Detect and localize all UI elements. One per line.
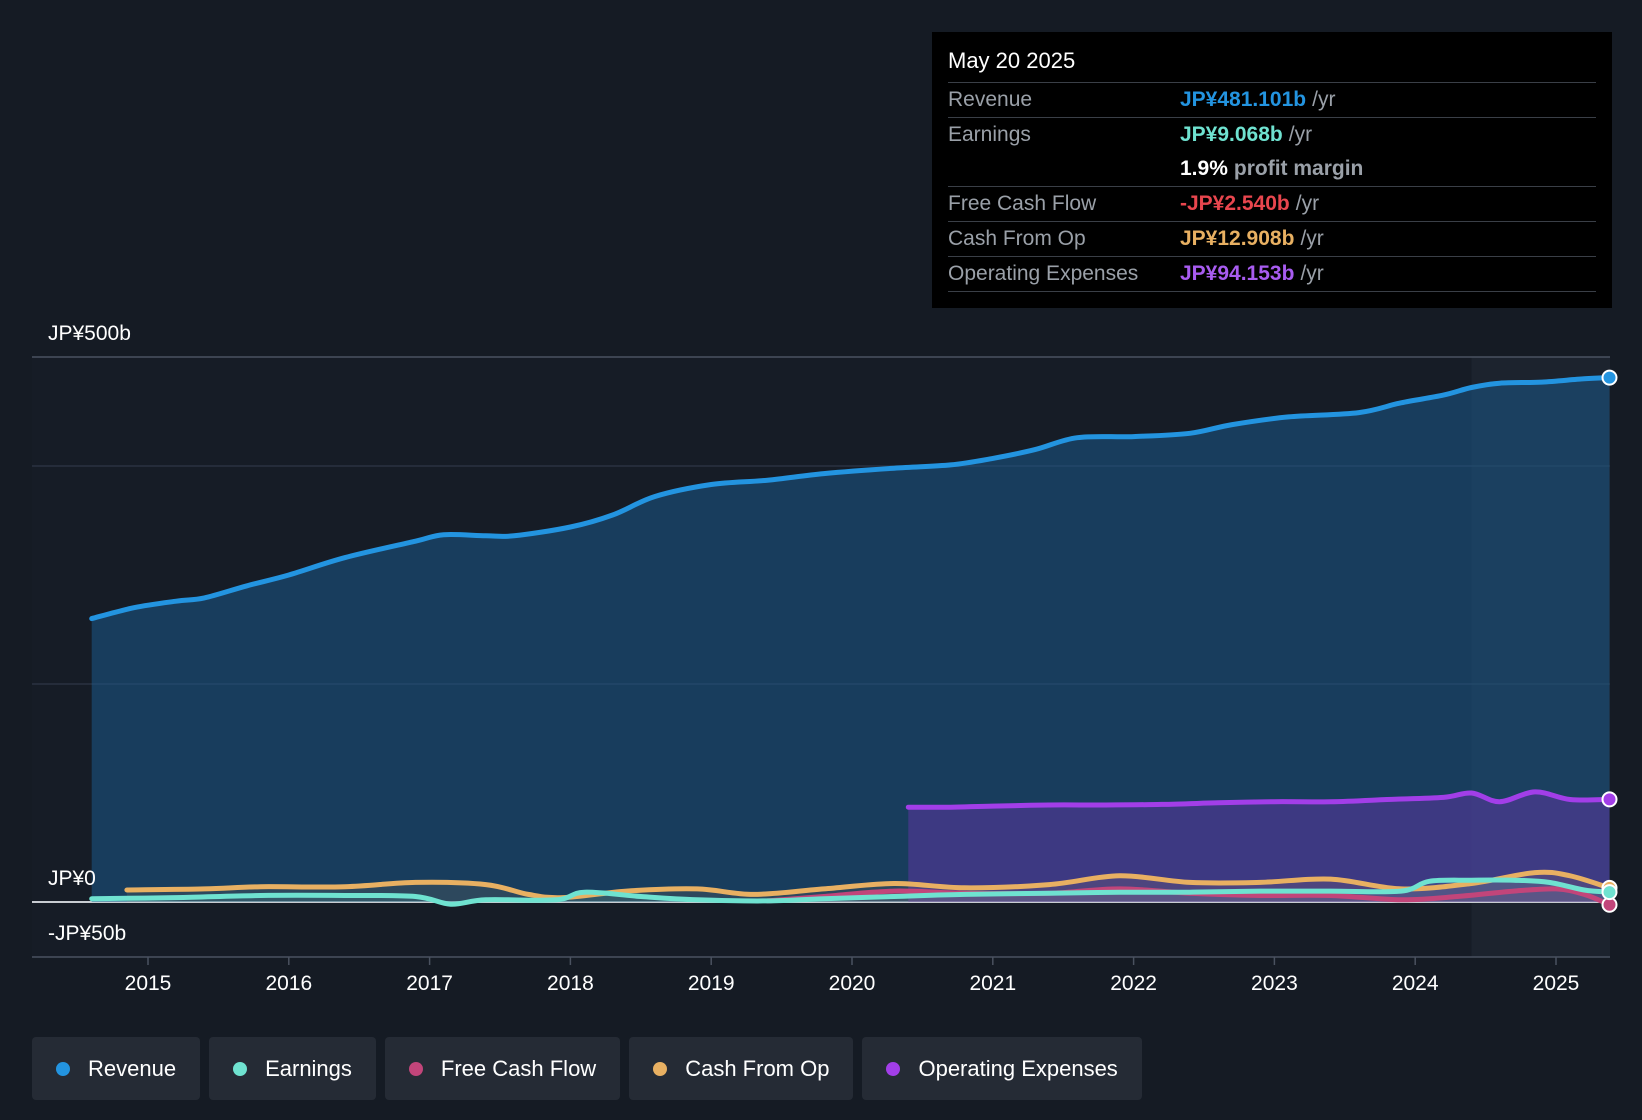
legend-label: Earnings — [265, 1055, 352, 1081]
revenue-line — [89, 375, 1612, 622]
legend-item-operating-expenses[interactable]: Operating Expenses — [862, 1037, 1142, 1100]
cash-from-op-dot-icon — [653, 1061, 668, 1076]
x-tick-label: 2015 — [125, 972, 172, 995]
revenue-end-marker — [1601, 369, 1618, 386]
x-tick-label: 2017 — [406, 972, 453, 995]
tooltip-row-earnings: Earnings JP¥9.068b /yr — [948, 118, 1596, 152]
earnings-end-marker — [1601, 884, 1618, 901]
legend-item-cash-from-op[interactable]: Cash From Op — [629, 1037, 854, 1100]
x-tick-label: 2025 — [1533, 972, 1580, 995]
tooltip-row-operating-expenses: Operating Expenses JP¥94.153b /yr — [948, 257, 1596, 292]
operating-expenses-dot-icon — [886, 1061, 901, 1076]
tooltip-label: Cash From Op — [948, 227, 1086, 250]
tooltip-unit: /yr — [1300, 227, 1324, 250]
tooltip-unit: /yr — [1295, 192, 1320, 215]
x-tick-label: 2016 — [265, 972, 312, 995]
legend-label: Cash From Op — [685, 1055, 830, 1081]
legend-item-earnings[interactable]: Earnings — [209, 1037, 376, 1100]
tooltip-label: Free Cash Flow — [948, 192, 1097, 215]
revenue-area — [91, 377, 1610, 903]
x-tick-label: 2024 — [1392, 972, 1439, 995]
y-tick-label-zero: JP¥0 — [48, 867, 96, 890]
y-tick-label-top: JP¥500b — [48, 322, 131, 345]
earnings-area — [91, 879, 1610, 905]
tooltip-value: JP¥12.908b — [1180, 227, 1295, 250]
x-tick-label: 2023 — [1251, 972, 1298, 995]
tooltip-label: Operating Expenses — [948, 262, 1139, 285]
free-cash-flow-line — [765, 886, 1612, 908]
legend-item-free-cash-flow[interactable]: Free Cash Flow — [384, 1037, 621, 1100]
tooltip-value: JP¥481.101b — [1180, 88, 1307, 111]
legend-label: Operating Expenses — [918, 1055, 1118, 1081]
chart-legend: Revenue Earnings Free Cash Flow Cash Fro… — [32, 1037, 1142, 1100]
x-tick-label: 2021 — [969, 972, 1016, 995]
tooltip-row-revenue: Revenue JP¥481.101b /yr — [948, 83, 1596, 118]
tooltip-row-cash-from-op: Cash From Op JP¥12.908b /yr — [948, 222, 1596, 257]
operating-expenses-end-marker — [1601, 791, 1618, 808]
x-tick-label: 2020 — [829, 972, 876, 995]
x-tick-label: 2022 — [1110, 972, 1157, 995]
free-cash-flow-dot-icon — [408, 1061, 423, 1076]
legend-item-revenue[interactable]: Revenue — [32, 1037, 201, 1100]
y-tick-label-bottom: -JP¥50b — [48, 922, 126, 945]
tooltip-label: Earnings — [948, 123, 1031, 146]
tooltip-unit: profit margin — [1233, 157, 1364, 180]
tooltip-panel: May 20 2025 Revenue JP¥481.101b /yr Earn… — [932, 32, 1612, 308]
tooltip-unit: /yr — [1312, 88, 1336, 111]
operating-expenses-line — [905, 789, 1612, 810]
tooltip-date: May 20 2025 — [948, 46, 1596, 83]
earnings-dot-icon — [233, 1061, 248, 1076]
tooltip-value: -JP¥2.540b — [1180, 192, 1290, 215]
operating-expenses-area — [908, 791, 1610, 902]
tooltip-value: 1.9% — [1180, 157, 1228, 180]
earnings-line — [89, 877, 1612, 907]
tooltip-value: JP¥94.153b — [1180, 262, 1295, 285]
tooltip-row-free-cash-flow: Free Cash Flow -JP¥2.540b /yr — [948, 187, 1596, 222]
x-tick-label: 2018 — [547, 972, 594, 995]
tooltip-unit: /yr — [1288, 123, 1313, 146]
legend-label: Free Cash Flow — [440, 1055, 597, 1081]
revenue-dot-icon — [56, 1061, 70, 1076]
tooltip-unit: /yr — [1300, 262, 1324, 285]
tooltip-row-profit-margin: 1.9% profit margin — [948, 152, 1596, 187]
x-tick-label: 2019 — [688, 972, 735, 995]
tooltip-value: JP¥9.068b — [1180, 123, 1283, 146]
tooltip-label — [948, 152, 1180, 186]
legend-label: Revenue — [88, 1055, 177, 1081]
tooltip-label: Revenue — [948, 88, 1033, 111]
